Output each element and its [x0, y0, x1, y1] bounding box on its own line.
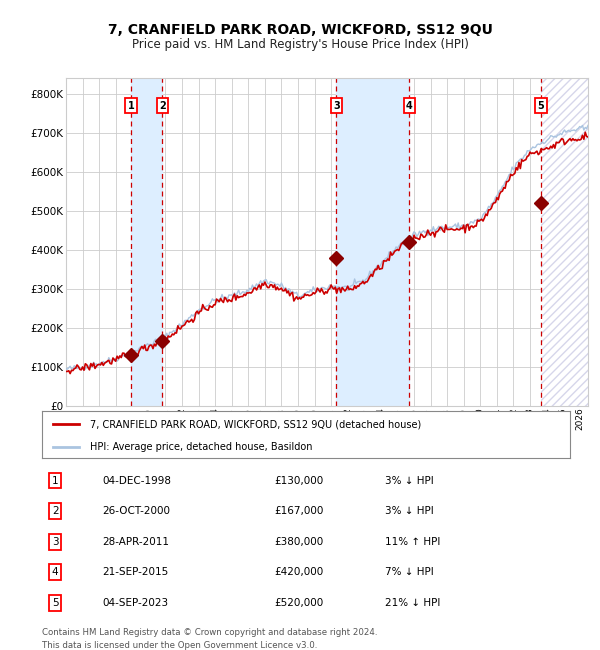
Text: Price paid vs. HM Land Registry's House Price Index (HPI): Price paid vs. HM Land Registry's House … [131, 38, 469, 51]
Text: £130,000: £130,000 [274, 476, 323, 486]
Text: 11% ↑ HPI: 11% ↑ HPI [385, 537, 440, 547]
Text: £167,000: £167,000 [274, 506, 323, 516]
Text: HPI: Average price, detached house, Basildon: HPI: Average price, detached house, Basi… [89, 441, 312, 452]
Text: 21-SEP-2015: 21-SEP-2015 [103, 567, 169, 577]
Text: £520,000: £520,000 [274, 598, 323, 608]
Text: 2: 2 [159, 101, 166, 111]
Text: 04-DEC-1998: 04-DEC-1998 [103, 476, 172, 486]
Text: 5: 5 [52, 598, 59, 608]
Text: 2: 2 [52, 506, 59, 516]
Text: 1: 1 [128, 101, 134, 111]
Text: This data is licensed under the Open Government Licence v3.0.: This data is licensed under the Open Gov… [42, 642, 317, 650]
Text: 5: 5 [538, 101, 544, 111]
Text: 4: 4 [406, 101, 413, 111]
Text: 28-APR-2011: 28-APR-2011 [103, 537, 170, 547]
Bar [541, 78, 588, 406]
Bar [131, 78, 163, 406]
Text: Contains HM Land Registry data © Crown copyright and database right 2024.: Contains HM Land Registry data © Crown c… [42, 629, 377, 638]
Bar [337, 78, 409, 406]
Text: 4: 4 [52, 567, 59, 577]
Text: 7, CRANFIELD PARK ROAD, WICKFORD, SS12 9QU (detached house): 7, CRANFIELD PARK ROAD, WICKFORD, SS12 9… [89, 419, 421, 429]
Text: 3% ↓ HPI: 3% ↓ HPI [385, 506, 434, 516]
Text: 7, CRANFIELD PARK ROAD, WICKFORD, SS12 9QU: 7, CRANFIELD PARK ROAD, WICKFORD, SS12 9… [107, 23, 493, 37]
Text: £380,000: £380,000 [274, 537, 323, 547]
Text: 21% ↓ HPI: 21% ↓ HPI [385, 598, 440, 608]
Text: 3: 3 [333, 101, 340, 111]
Text: 26-OCT-2000: 26-OCT-2000 [103, 506, 171, 516]
Text: £420,000: £420,000 [274, 567, 323, 577]
Text: 7% ↓ HPI: 7% ↓ HPI [385, 567, 434, 577]
Text: 1: 1 [52, 476, 59, 486]
Text: 3% ↓ HPI: 3% ↓ HPI [385, 476, 434, 486]
Bar [541, 78, 588, 406]
Text: 04-SEP-2023: 04-SEP-2023 [103, 598, 169, 608]
Text: 3: 3 [52, 537, 59, 547]
